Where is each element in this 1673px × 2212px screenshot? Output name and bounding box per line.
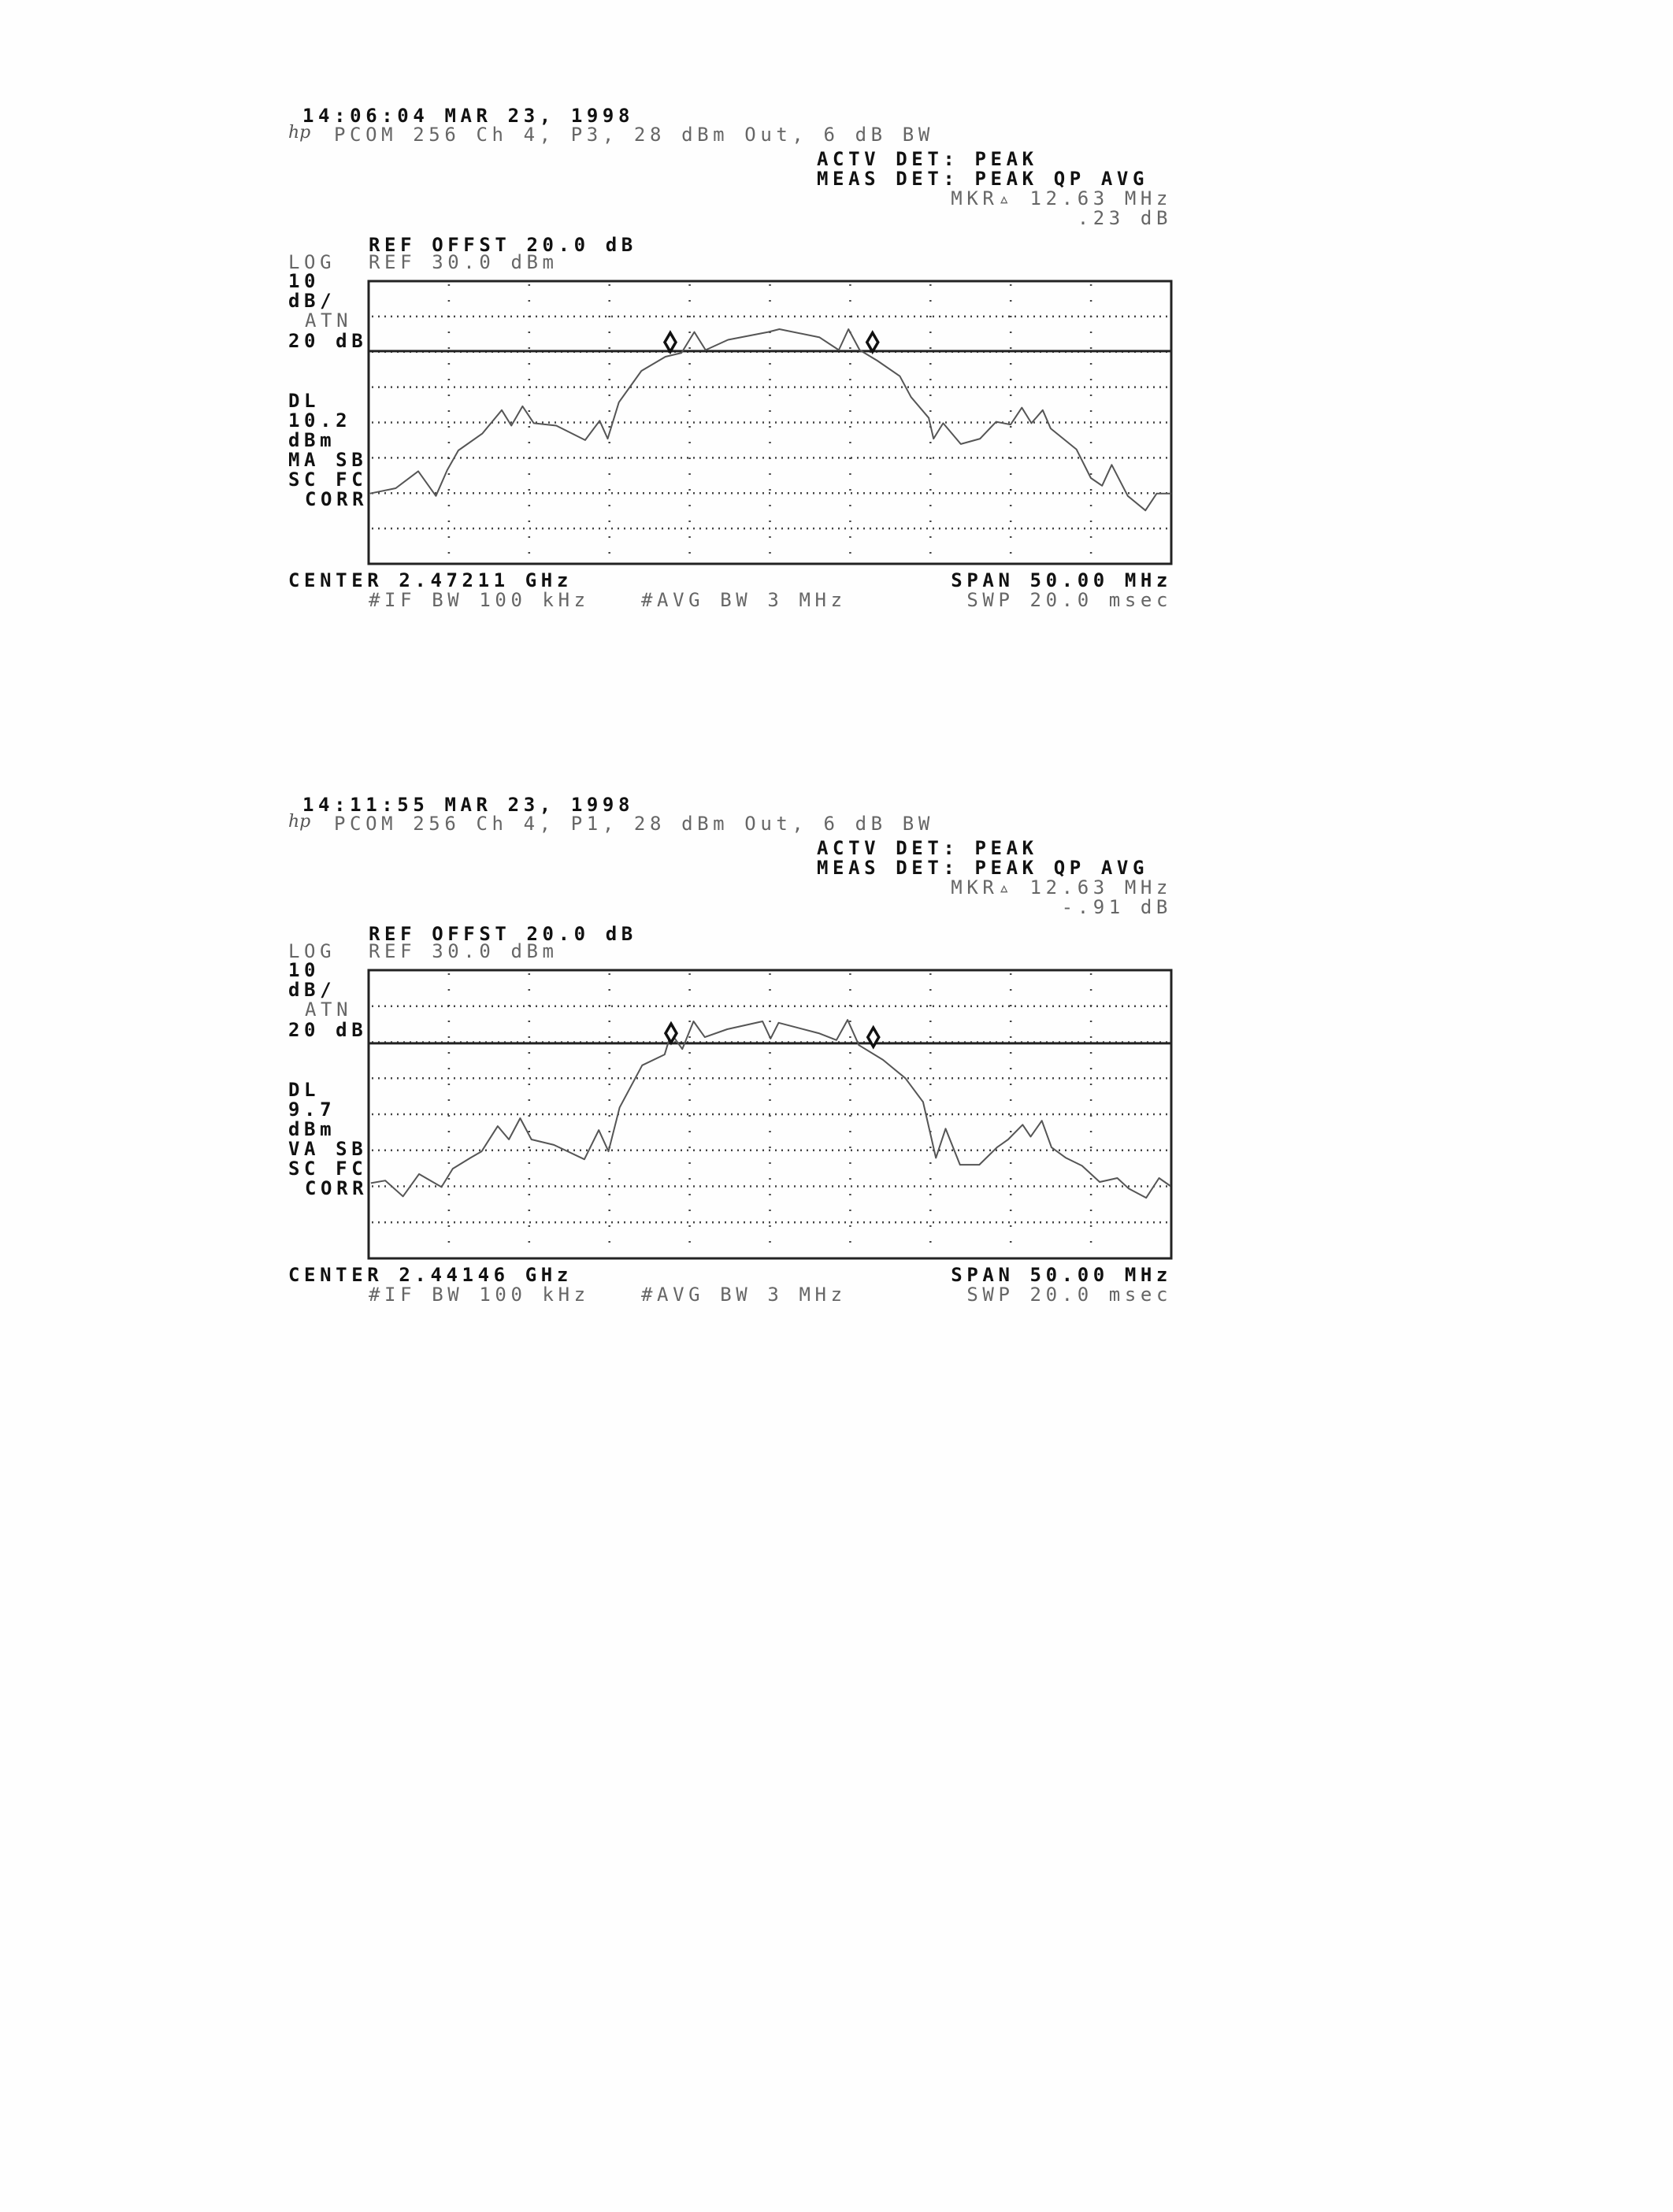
marker-delta-frequency: MKR▵ 12.63 MHz <box>951 876 1172 899</box>
sweep-time: SWP 20.0 msec <box>966 589 1172 611</box>
span: SPAN 50.00 MHz <box>951 569 1172 591</box>
active-detector: ACTV DET: PEAK <box>817 148 1038 170</box>
display-line-value: 10.2 <box>288 409 352 432</box>
scale-mode: LOG <box>288 251 336 273</box>
scale-unit: dB/ <box>288 979 336 1001</box>
avg-bandwidth: #AVG BW 3 MHz <box>641 1284 847 1306</box>
marker-delta-amplitude: .23 dB <box>1077 207 1172 229</box>
hp-logo: hp <box>288 123 311 143</box>
marker-diamond-2 <box>866 1024 881 1050</box>
ref-level: REF 30.0 dBm <box>369 251 558 273</box>
attenuation-value: 20 dB <box>288 1019 368 1041</box>
attenuation-value: 20 dB <box>288 330 368 352</box>
marker-delta-frequency: MKR▵ 12.63 MHz <box>951 187 1172 209</box>
marker-delta-amplitude: -.91 dB <box>1061 896 1172 918</box>
active-detector: ACTV DET: PEAK <box>817 837 1038 859</box>
spectrum-trace <box>370 1019 1171 1199</box>
measure-detector: MEAS DET: PEAK QP AVG <box>817 857 1149 879</box>
status-flags-1: MA SB <box>288 449 368 471</box>
status-flags-1: VA SB <box>288 1138 368 1160</box>
attenuation-label: ATN <box>305 999 353 1021</box>
scale-value: 10 <box>288 270 321 292</box>
center-frequency: CENTER 2.47211 GHz <box>288 569 573 591</box>
correction-flag: CORR <box>305 488 369 510</box>
spectrum-plot-1 <box>367 280 1173 565</box>
marker-diamond-2 <box>865 330 880 355</box>
scale-mode: LOG <box>288 940 336 962</box>
if-bandwidth: #IF BW 100 kHz <box>369 589 590 611</box>
display-line-label: DL <box>288 390 321 412</box>
avg-bandwidth: #AVG BW 3 MHz <box>641 589 847 611</box>
status-flags-2: SC FC <box>288 469 368 491</box>
display-line-unit: dBm <box>288 1118 336 1140</box>
center-frequency: CENTER 2.44146 GHz <box>288 1264 573 1286</box>
attenuation-label: ATN <box>305 309 353 332</box>
correction-flag: CORR <box>305 1177 369 1199</box>
display-line-label: DL <box>288 1079 321 1101</box>
plot-frame <box>367 280 1173 565</box>
measure-detector: MEAS DET: PEAK QP AVG <box>817 168 1149 190</box>
analyzer-printout-2: 14:11:55 MAR 23, 1998 hp PCOM 256 Ch 4, … <box>0 689 1673 1398</box>
span: SPAN 50.00 MHz <box>951 1264 1172 1286</box>
display-line-unit: dBm <box>288 429 336 451</box>
spectrum-trace <box>369 328 1171 512</box>
sweep-time: SWP 20.0 msec <box>966 1284 1172 1306</box>
hp-logo: hp <box>288 812 311 832</box>
analyzer-printout-1: 14:06:04 MAR 23, 1998 hp PCOM 256 Ch 4, … <box>0 0 1673 709</box>
timestamp: 14:06:04 MAR 23, 1998 <box>302 105 635 127</box>
marker-diamond-1 <box>662 330 677 355</box>
marker-diamond-1 <box>663 1021 678 1046</box>
display-line-value: 9.7 <box>288 1099 336 1121</box>
plot-frame <box>367 969 1173 1260</box>
spectrum-plot-2 <box>367 969 1173 1260</box>
scale-unit: dB/ <box>288 290 336 312</box>
chart-title: PCOM 256 Ch 4, P1, 28 dBm Out, 6 dB BW <box>334 813 934 835</box>
status-flags-2: SC FC <box>288 1158 368 1180</box>
ref-level: REF 30.0 dBm <box>369 940 558 962</box>
ref-offset: REF OFFST 20.0 dB <box>369 234 637 256</box>
timestamp: 14:11:55 MAR 23, 1998 <box>302 794 635 816</box>
chart-title: PCOM 256 Ch 4, P3, 28 dBm Out, 6 dB BW <box>334 124 934 146</box>
ref-offset: REF OFFST 20.0 dB <box>369 923 637 945</box>
if-bandwidth: #IF BW 100 kHz <box>369 1284 590 1306</box>
scale-value: 10 <box>288 959 321 981</box>
